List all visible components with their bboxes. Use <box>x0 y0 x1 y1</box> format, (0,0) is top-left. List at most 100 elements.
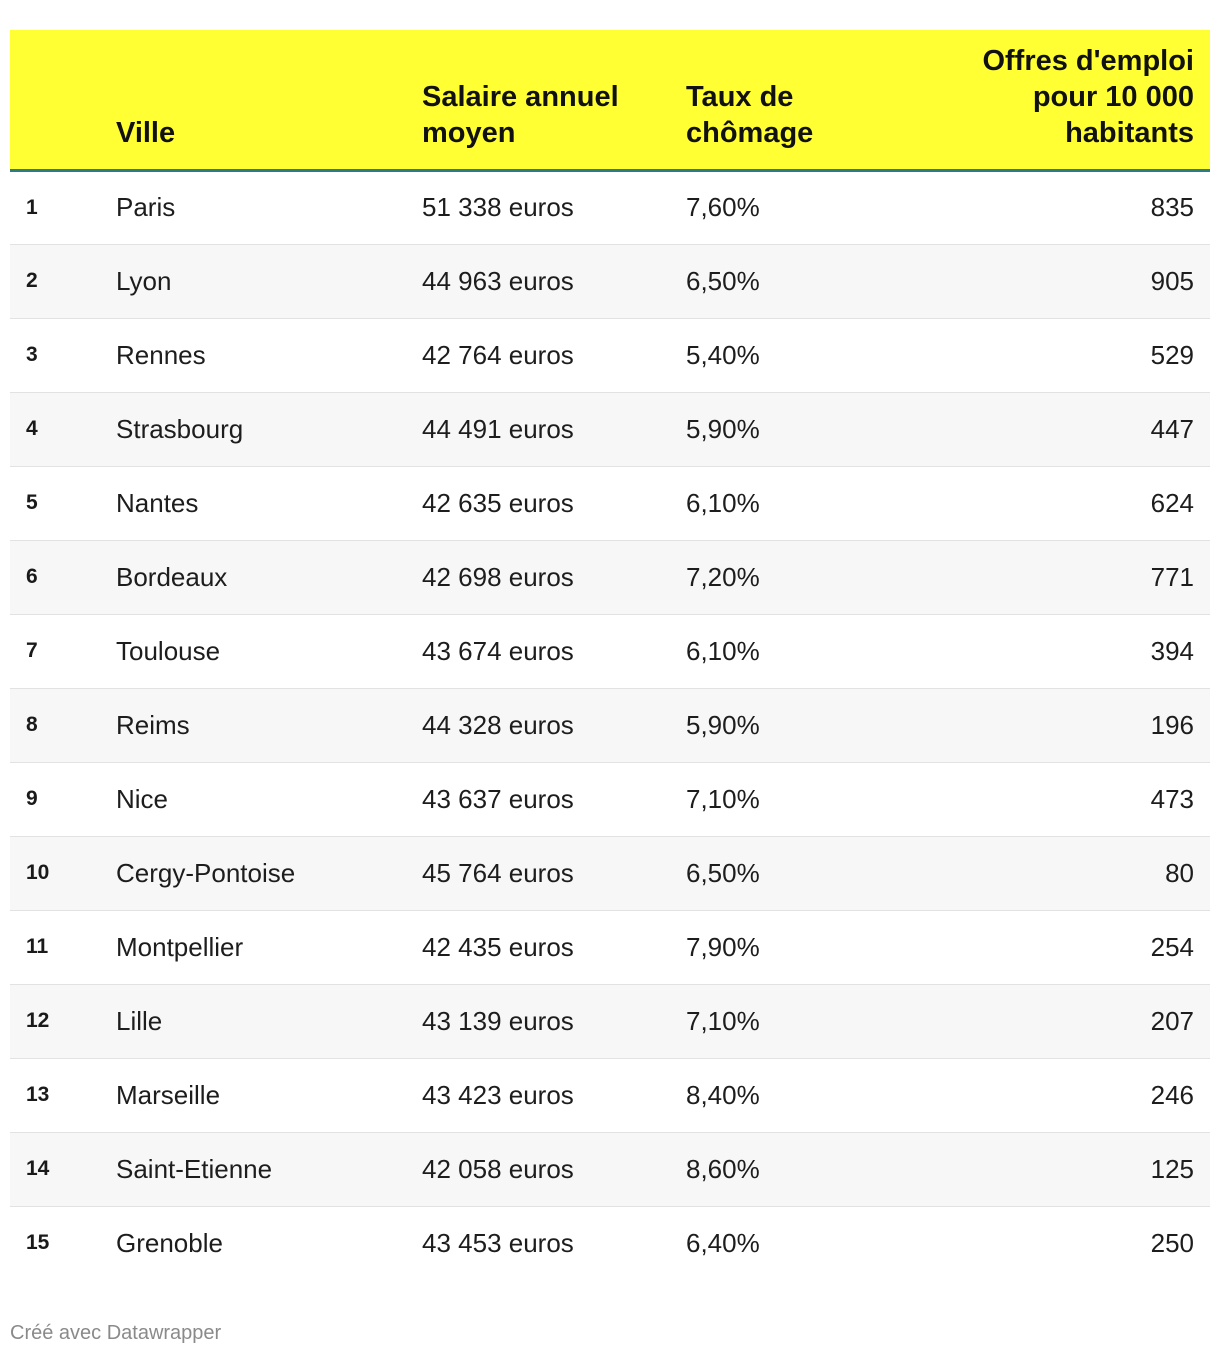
header-offres-line3: habitants <box>1065 116 1194 149</box>
table-body: 1 Paris 51 338 euros 7,60% 835 2 Lyon 44 963 eu… <box>10 170 1210 1280</box>
data-table-container: Ville Salaire annuel moyen Taux de chômage… <box>10 30 1210 1280</box>
table-header: Ville Salaire annuel moyen Taux de chômage… <box>10 30 1210 172</box>
table-row: 14 Saint-Etienne 42 058 euros 8,60% 125 <box>10 1132 1210 1207</box>
table-row: 7 Toulouse 43 674 euros 6,10% 394 <box>10 614 1210 689</box>
taux-cell: 6,10% <box>686 466 936 541</box>
rank-cell: 12 <box>10 984 116 1059</box>
ville-cell: Strasbourg <box>116 392 422 467</box>
rank-cell: 6 <box>10 540 116 615</box>
table-row: 15 Grenoble 43 453 euros 6,40% 250 <box>10 1206 1210 1280</box>
offres-cell: 250 <box>1150 1227 1194 1258</box>
header-offres-line1: Offres d'emploi <box>982 44 1194 77</box>
rank-cell: 15 <box>26 1231 50 1255</box>
salaire-cell: 45 764 euros <box>422 836 686 911</box>
taux-cell: 7,10% <box>686 984 936 1059</box>
offres-cell: 246 <box>936 1058 1210 1133</box>
offres-cell: 771 <box>936 540 1210 615</box>
ville-cell: Lille <box>116 984 422 1059</box>
header-ville: Ville <box>116 30 422 172</box>
taux-cell: 6,10% <box>686 614 936 689</box>
salaire-cell: 43 453 euros <box>422 1227 574 1258</box>
ville-cell: Marseille <box>116 1058 422 1133</box>
salaire-cell: 42 435 euros <box>422 910 686 985</box>
header-taux-line2: chômage <box>686 116 814 149</box>
table-row: 5 Nantes 42 635 euros 6,10% 624 <box>10 466 1210 541</box>
offres-cell: 254 <box>936 910 1210 985</box>
taux-cell: 6,50% <box>686 244 936 319</box>
ville-cell: Paris <box>116 170 422 245</box>
table-row: 10 Cergy-Pontoise 45 764 euros 6,50% 80 <box>10 836 1210 911</box>
header-taux-line1: Taux de <box>686 80 794 113</box>
table-row: 8 Reims 44 328 euros 5,90% 196 <box>10 688 1210 763</box>
rank-cell: 1 <box>10 170 116 245</box>
header-ville-label: Ville <box>116 116 176 149</box>
table-row: 12 Lille 43 139 euros 7,10% 207 <box>10 984 1210 1059</box>
salaire-cell: 44 491 euros <box>422 392 686 467</box>
header-salaire-line2: moyen <box>422 116 516 149</box>
salaire-cell: 44 963 euros <box>422 244 686 319</box>
footer-credit: Créé avec Datawrapper <box>10 1322 222 1344</box>
ville-cell: Grenoble <box>116 1227 223 1258</box>
salaire-cell: 42 698 euros <box>422 540 686 615</box>
data-table: Ville Salaire annuel moyen Taux de chômage… <box>10 30 1210 1280</box>
header-offres: Offres d'emploi pour 10 000 habitants <box>936 30 1210 172</box>
ville-cell: Reims <box>116 688 422 763</box>
taux-cell: 5,40% <box>686 318 936 393</box>
rank-cell: 4 <box>10 392 116 467</box>
ville-cell: Rennes <box>116 318 422 393</box>
salaire-cell: 42 635 euros <box>422 466 686 541</box>
taux-cell: 7,90% <box>686 910 936 985</box>
ville-cell: Saint-Etienne <box>116 1132 422 1207</box>
offres-cell: 624 <box>936 466 1210 541</box>
rank-cell: 5 <box>10 466 116 541</box>
salaire-cell: 51 338 euros <box>422 170 686 245</box>
table-row: 6 Bordeaux 42 698 euros 7,20% 771 <box>10 540 1210 615</box>
taux-cell: 5,90% <box>686 392 936 467</box>
table-row: 13 Marseille 43 423 euros 8,40% 246 <box>10 1058 1210 1133</box>
header-salaire: Salaire annuel moyen <box>422 30 686 172</box>
salaire-cell: 43 139 euros <box>422 984 686 1059</box>
taux-cell: 7,60% <box>686 170 936 245</box>
taux-cell: 8,60% <box>686 1132 936 1207</box>
table-row: 1 Paris 51 338 euros 7,60% 835 <box>10 170 1210 245</box>
table-row: 11 Montpellier 42 435 euros 7,90% 254 <box>10 910 1210 985</box>
offres-cell: 196 <box>936 688 1210 763</box>
offres-cell: 447 <box>936 392 1210 467</box>
table-row: 9 Nice 43 637 euros 7,10% 473 <box>10 762 1210 837</box>
salaire-cell: 43 637 euros <box>422 762 686 837</box>
rank-cell: 11 <box>10 910 116 985</box>
offres-cell: 125 <box>936 1132 1210 1207</box>
rank-cell: 14 <box>10 1132 116 1207</box>
ville-cell: Bordeaux <box>116 540 422 615</box>
salaire-cell: 42 058 euros <box>422 1132 686 1207</box>
taux-cell: 8,40% <box>686 1058 936 1133</box>
header-offres-line2: pour 10 000 <box>1032 80 1194 113</box>
offres-cell: 207 <box>936 984 1210 1059</box>
salaire-cell: 42 764 euros <box>422 318 686 393</box>
rank-cell: 10 <box>10 836 116 911</box>
rank-cell: 13 <box>10 1058 116 1133</box>
taux-cell: 7,10% <box>686 762 936 837</box>
ville-cell: Lyon <box>116 244 422 319</box>
offres-cell: 394 <box>936 614 1210 689</box>
offres-cell: 473 <box>936 762 1210 837</box>
table-row: 2 Lyon 44 963 euros 6,50% 905 <box>10 244 1210 319</box>
table-row: 4 Strasbourg 44 491 euros 5,90% 447 <box>10 392 1210 467</box>
rank-cell: 9 <box>10 762 116 837</box>
offres-cell: 835 <box>936 170 1210 245</box>
ville-cell: Toulouse <box>116 614 422 689</box>
rank-cell: 7 <box>10 614 116 689</box>
header-salaire-line1: Salaire annuel <box>422 80 619 113</box>
taux-cell: 6,40% <box>686 1227 760 1258</box>
ville-cell: Nantes <box>116 466 422 541</box>
header-row: Ville Salaire annuel moyen Taux de chômage… <box>10 30 1210 172</box>
offres-cell: 905 <box>936 244 1210 319</box>
rank-cell: 2 <box>10 244 116 319</box>
rank-cell: 8 <box>10 688 116 763</box>
ville-cell: Montpellier <box>116 910 422 985</box>
offres-cell: 80 <box>936 836 1210 911</box>
taux-cell: 7,20% <box>686 540 936 615</box>
salaire-cell: 44 328 euros <box>422 688 686 763</box>
salaire-cell: 43 423 euros <box>422 1058 686 1133</box>
header-taux: Taux de chômage <box>686 30 936 172</box>
